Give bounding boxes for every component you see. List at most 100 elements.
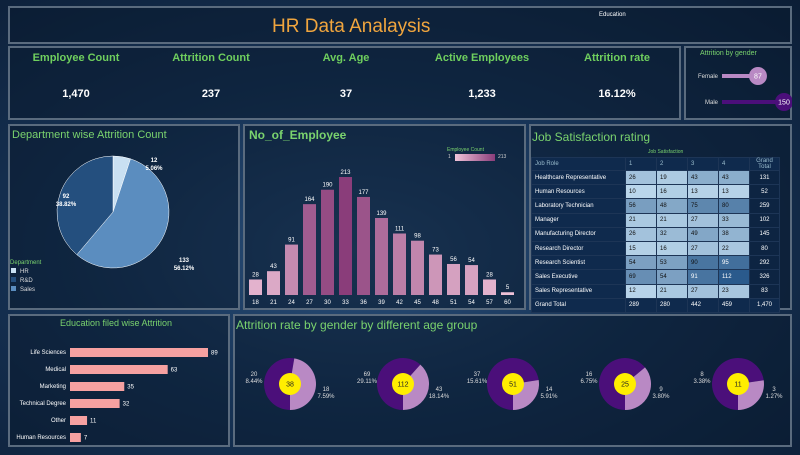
donut-center-value: 112 <box>397 382 408 389</box>
table-cell: Manager <box>531 212 626 228</box>
donut-slice-right <box>290 358 316 410</box>
table-cell: 33 <box>718 212 750 228</box>
table-row: Research Scientist 54 53 90 95 292 <box>531 255 780 271</box>
table-cell: 69 <box>625 269 657 285</box>
employee-bar-value: 54 <box>468 258 475 264</box>
age-gender-donut-chart: 38208.44%187.59%1126929.11%4318.14%51371… <box>245 358 783 410</box>
kpi-employee-count-value: 1,470 <box>62 88 90 100</box>
table-cell: 83 <box>749 283 780 299</box>
table-cell: 22 <box>718 240 750 257</box>
table-cell: 90 <box>687 255 719 271</box>
table-header-cell: 1 <box>625 157 657 171</box>
table-cell: 259 <box>749 198 780 214</box>
employee-bar <box>303 204 316 295</box>
employee-bar-category: 27 <box>306 300 313 306</box>
pie-percent-label: 56.12% <box>174 266 195 272</box>
employee-bar-category: 39 <box>378 300 385 306</box>
job-satisfaction-title: Job Satisfaction rating <box>532 130 651 144</box>
table-total-cell: Grand Total <box>531 297 626 313</box>
education-attrition-chart: Life Sciences 89 Medical 63 Marketing 35 Techn… <box>16 348 218 442</box>
age-gender-attrition-title: Attrition rate by gender by different ag… <box>236 318 478 332</box>
pie-legend-label: Sales <box>20 287 35 293</box>
pie-legend-swatch <box>11 286 16 291</box>
table-row: Sales Executive 69 54 91 112 326 <box>531 269 780 285</box>
employee-count-title: No_of_Employee <box>249 128 347 142</box>
employee-bar-category: 18 <box>252 300 259 306</box>
table-cell: 56 <box>625 198 657 214</box>
employee-bar <box>267 271 280 295</box>
pie-legend-label: HR <box>20 269 29 275</box>
employee-bar <box>357 196 370 295</box>
employee-bar-category: 57 <box>486 300 493 306</box>
table-cell: 13 <box>718 184 750 200</box>
table-cell: 21 <box>625 212 657 228</box>
employee-bar-value: 139 <box>376 211 387 217</box>
donut-right-value: 18 <box>323 387 330 393</box>
education-filter-label[interactable]: Education <box>599 12 626 18</box>
table-cell: 43 <box>687 169 719 186</box>
pie-legend-swatch <box>11 268 16 273</box>
kpi-active-employees-label: Active Employees <box>434 52 530 64</box>
donut-center <box>614 373 636 395</box>
table-cell: 53 <box>656 255 688 271</box>
kpi-avg-age-label: Avg. Age <box>322 52 370 64</box>
table-row: Sales Representative 12 21 27 23 83 <box>531 283 780 299</box>
employee-bar-value: 56 <box>450 257 457 263</box>
table-row: Manager 21 21 27 33 102 <box>531 212 780 228</box>
employee-bar <box>249 279 262 295</box>
employee-bar-category: 21 <box>270 300 277 306</box>
donut-left-percent: 6.75% <box>580 379 598 385</box>
education-category: Human Resources <box>16 435 66 441</box>
donut-right-value: 3 <box>772 387 776 393</box>
donut-right-value: 14 <box>546 387 553 393</box>
donut-center-value: 51 <box>509 382 517 389</box>
table-total-cell: 442 <box>687 297 719 313</box>
donut-center-value: 25 <box>621 382 629 389</box>
table-cell: 27 <box>687 283 719 299</box>
table-cell: 326 <box>749 269 780 285</box>
kpi-employee-count-label: Employee Count <box>32 52 120 64</box>
table-cell: 10 <box>625 184 657 200</box>
education-bar-value: 89 <box>211 351 218 357</box>
department-attrition-title: Department wise Attrition Count <box>12 129 167 141</box>
table-cell: 75 <box>687 198 719 214</box>
donut-center-value: 38 <box>286 382 294 389</box>
pie-legend-swatch <box>11 277 16 282</box>
donut-left-value: 20 <box>251 372 258 378</box>
table-cell: 80 <box>749 240 780 257</box>
gender-attrition-panel <box>684 46 792 120</box>
gender-bubble <box>748 67 767 85</box>
table-header-cell: 2 <box>656 157 688 171</box>
gender-value: 150 <box>778 100 790 107</box>
kpi-avg-age-value: 37 <box>339 88 353 100</box>
employee-bar-value: 177 <box>358 190 369 196</box>
table-cell: 27 <box>687 240 719 257</box>
table-row: Laboratory Technician 56 48 75 80 259 <box>531 198 780 214</box>
table-cell: 15 <box>625 240 657 257</box>
table-cell: 102 <box>749 212 780 228</box>
table-row: Manufacturing Director 26 32 49 38 145 <box>531 226 780 242</box>
education-bar-value: 63 <box>171 368 178 374</box>
table-cell: 26 <box>625 169 657 186</box>
table-cell: Manufacturing Director <box>531 226 626 242</box>
employee-bar-category: 30 <box>324 300 331 306</box>
employee-bar <box>447 263 460 295</box>
employee-bar-value: 164 <box>304 197 315 203</box>
table-cell: 131 <box>749 169 780 186</box>
education-category: Technical Degree <box>20 401 67 407</box>
table-cell: Human Resources <box>531 184 626 200</box>
employee-bar-category: 24 <box>288 300 295 306</box>
employee-bar <box>285 244 298 295</box>
table-header-row: Job Role 1 2 3 4 Grand Total <box>531 157 780 171</box>
employee-bar-category: 51 <box>450 300 457 306</box>
table-cell: 16 <box>656 240 688 257</box>
employee-bar <box>411 240 424 295</box>
donut-right-percent: 5.91% <box>540 394 558 400</box>
table-cell: 48 <box>656 198 688 214</box>
education-bar-value: 35 <box>127 385 134 391</box>
job-satisfaction-table: Job Role 1 2 3 4 Grand Total Healthcare Repres… <box>531 157 780 313</box>
pie-slice <box>76 158 170 269</box>
table-cell: 49 <box>687 226 719 242</box>
pie-value-label: 92 <box>63 194 70 200</box>
table-cell: 16 <box>656 184 688 200</box>
